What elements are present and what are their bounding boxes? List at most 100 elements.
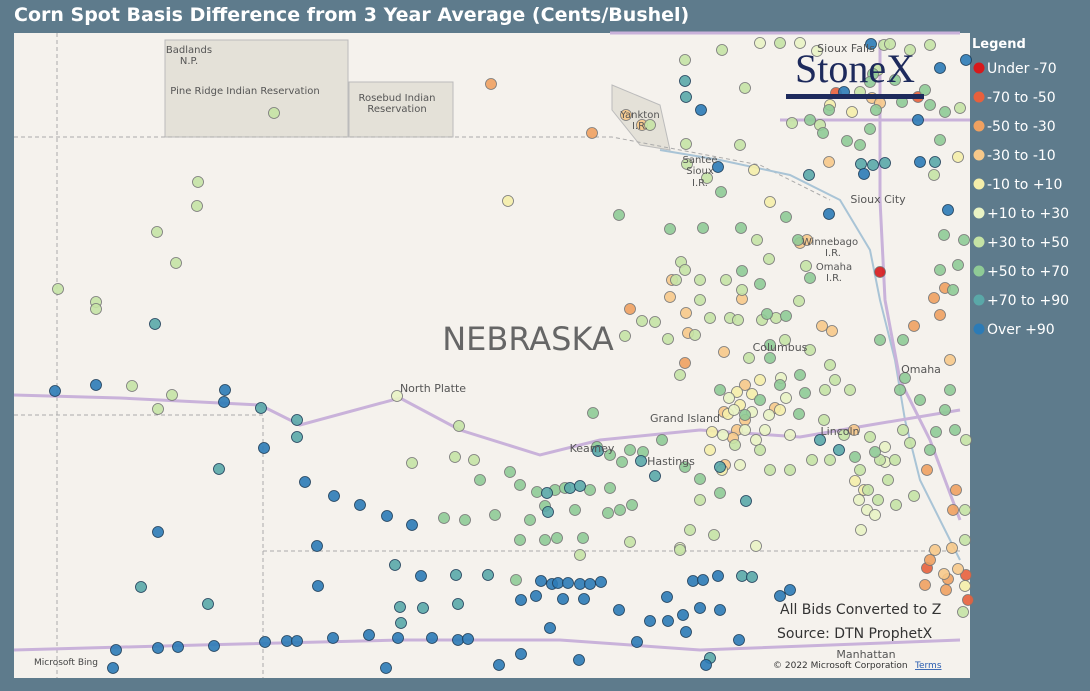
bid-dot [662, 615, 674, 627]
bid-dot [728, 404, 740, 416]
bid-dot [391, 390, 403, 402]
bid-dot [714, 461, 726, 473]
bid-dot [680, 138, 692, 150]
bid-dot [510, 574, 522, 586]
bid-dot [793, 408, 805, 420]
bid-dot [952, 563, 964, 575]
bid-dot [613, 209, 625, 221]
bid-dot [732, 314, 744, 326]
bid-dot [592, 445, 604, 457]
bid-dot [904, 44, 916, 56]
place-label: Badlands [166, 45, 212, 56]
bid-dot [574, 480, 586, 492]
logo-bar [786, 94, 924, 99]
bid-dot [515, 594, 527, 606]
bid-dot [740, 495, 752, 507]
bid-dot [874, 334, 886, 346]
bid-dot [848, 424, 860, 436]
bid-dot [644, 615, 656, 627]
bid-dot [792, 234, 804, 246]
bid-dot [704, 312, 716, 324]
bid-dot [694, 602, 706, 614]
bid-dot [712, 161, 724, 173]
bid-dot [844, 384, 856, 396]
place-label: Sioux [686, 166, 714, 177]
bid-dot [616, 456, 628, 468]
bid-dot [687, 575, 699, 587]
legend-label: -10 to +10 [987, 177, 1062, 193]
bid-dot [664, 223, 676, 235]
bid-dot [804, 272, 816, 284]
bid-dot [557, 593, 569, 605]
bid-dot [960, 54, 972, 66]
bid-dot [751, 234, 763, 246]
bid-dot [733, 634, 745, 646]
bid-dot [959, 580, 971, 592]
bid-dot [126, 380, 138, 392]
bid-dot [258, 442, 270, 454]
bid-dot [872, 494, 884, 506]
bid-dot [578, 593, 590, 605]
legend-label: -70 to -50 [987, 90, 1056, 106]
bid-dot [680, 91, 692, 103]
bid-dot [939, 106, 951, 118]
legend-swatch [973, 149, 985, 161]
bid-dot [700, 659, 712, 671]
bid-dot [644, 119, 656, 131]
bid-dot [774, 404, 786, 416]
bid-dot [151, 226, 163, 238]
bid-dot [681, 158, 693, 170]
bid-dot [531, 486, 543, 498]
bid-dot [462, 633, 474, 645]
bid-dot [929, 544, 941, 556]
terms-link[interactable]: Terms [914, 661, 942, 671]
bid-dot [919, 579, 931, 591]
bid-dot [544, 622, 556, 634]
bid-dot [656, 434, 668, 446]
place-label: Pine Ridge Indian Reservation [170, 86, 319, 97]
bid-dot [619, 330, 631, 342]
bid-dot [312, 580, 324, 592]
bid-dot [715, 186, 727, 198]
bid-dot [281, 635, 293, 647]
bid-dot [701, 172, 713, 184]
bid-dot [584, 578, 596, 590]
bid-dot [515, 648, 527, 660]
place-label: Yankton [619, 110, 659, 121]
bid-dot [586, 127, 598, 139]
bid-dot [959, 534, 971, 546]
bid-dot [49, 385, 61, 397]
bid-dot [208, 640, 220, 652]
bid-dot [392, 632, 404, 644]
bid-dot [694, 294, 706, 306]
state-borders [14, 33, 960, 678]
bid-dot [924, 39, 936, 51]
legend-swatch [973, 323, 985, 335]
reservation-area [348, 81, 454, 138]
legend-label: Over +90 [987, 322, 1055, 338]
bid-dot [865, 38, 877, 50]
bid-dot [170, 257, 182, 269]
place-label: Sioux City [850, 193, 906, 206]
bid-dot [803, 169, 815, 181]
bid-dot [784, 429, 796, 441]
bid-dot [947, 284, 959, 296]
bid-dot [624, 444, 636, 456]
bid-dot [704, 444, 716, 456]
bid-dot [784, 464, 796, 476]
bid-dot [706, 426, 718, 438]
place-label: Grand Island [650, 412, 720, 425]
bid-dot [774, 379, 786, 391]
bid-dot [764, 196, 776, 208]
bid-dot [794, 37, 806, 49]
bid-dot [584, 484, 596, 496]
bid-dot [363, 629, 375, 641]
bid-dot [708, 529, 720, 541]
bid-dots [49, 37, 974, 674]
bid-dot [748, 164, 760, 176]
legend-swatch [973, 120, 985, 132]
bid-dot [595, 576, 607, 588]
bid-dot [833, 444, 845, 456]
bid-dot [763, 253, 775, 265]
bid-dot [191, 200, 203, 212]
